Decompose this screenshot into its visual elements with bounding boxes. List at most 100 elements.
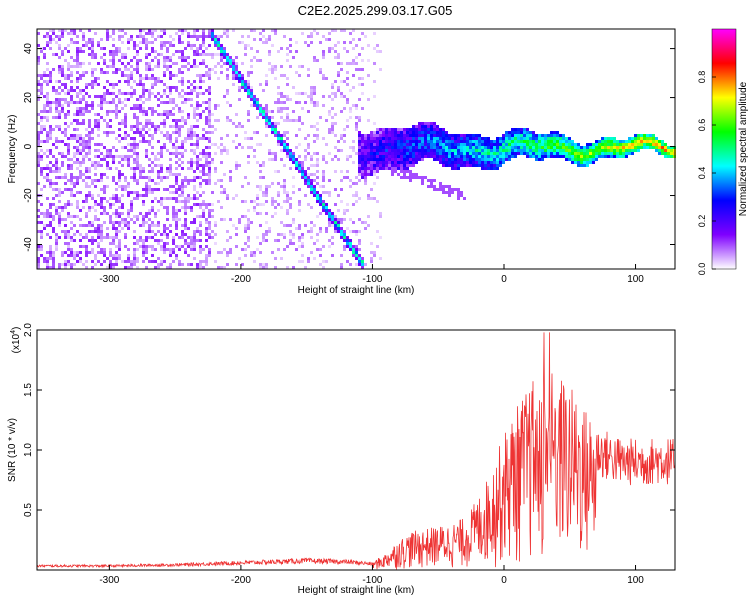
heatmap-cell: [85, 254, 88, 257]
heatmap-cell: [340, 221, 343, 224]
heatmap-cell: [376, 146, 379, 149]
heatmap-cell: [199, 92, 202, 95]
heatmap-cell: [295, 158, 298, 161]
heatmap-cell: [181, 59, 184, 62]
heatmap-cell: [367, 173, 370, 176]
heatmap-cell: [289, 65, 292, 68]
heatmap-cell: [415, 137, 418, 140]
heatmap-cell: [421, 122, 424, 125]
heatmap-cell: [97, 41, 100, 44]
heatmap-cell: [208, 167, 211, 170]
heatmap-cell: [184, 65, 187, 68]
heatmap-cell: [520, 146, 523, 149]
heatmap-cell: [319, 194, 322, 197]
heatmap-cell: [133, 44, 136, 47]
heatmap-cell: [202, 110, 205, 113]
heatmap-cell: [169, 137, 172, 140]
heatmap-cell: [67, 212, 70, 215]
heatmap-cell: [292, 233, 295, 236]
heatmap-cell: [118, 38, 121, 41]
heatmap-cell: [277, 92, 280, 95]
heatmap-cell: [178, 38, 181, 41]
heatmap-cell: [655, 143, 658, 146]
heatmap-cell: [49, 74, 52, 77]
heatmap-cell: [325, 203, 328, 206]
heatmap-cell: [157, 224, 160, 227]
heatmap-cell: [418, 137, 421, 140]
heatmap-cell: [370, 242, 373, 245]
heatmap-cell: [169, 125, 172, 128]
heatmap-cell: [268, 38, 271, 41]
heatmap-cell: [352, 38, 355, 41]
heatmap-cell: [64, 263, 67, 266]
y-tick-label: -20: [23, 188, 34, 203]
heatmap-cell: [133, 248, 136, 251]
heatmap-cell: [280, 137, 283, 140]
heatmap-cell: [76, 200, 79, 203]
heatmap-cell: [76, 149, 79, 152]
heatmap-cell: [61, 104, 64, 107]
heatmap-cell: [229, 56, 232, 59]
heatmap-cell: [55, 170, 58, 173]
heatmap-cell: [460, 161, 463, 164]
heatmap-cell: [157, 140, 160, 143]
heatmap-cell: [385, 146, 388, 149]
heatmap-cell: [205, 47, 208, 50]
heatmap-cell: [493, 164, 496, 167]
heatmap-cell: [607, 152, 610, 155]
heatmap-cell: [355, 182, 358, 185]
heatmap-cell: [370, 137, 373, 140]
heatmap-cell: [259, 185, 262, 188]
heatmap-cell: [190, 209, 193, 212]
heatmap-cell: [214, 170, 217, 173]
heatmap-cell: [70, 263, 73, 266]
heatmap-cell: [346, 125, 349, 128]
heatmap-cell: [247, 71, 250, 74]
heatmap-cell: [265, 191, 268, 194]
heatmap-cell: [94, 167, 97, 170]
heatmap-cell: [217, 146, 220, 149]
heatmap-cell: [124, 137, 127, 140]
heatmap-cell: [508, 149, 511, 152]
heatmap-cell: [442, 158, 445, 161]
heatmap-cell: [565, 143, 568, 146]
heatmap-cell: [466, 164, 469, 167]
heatmap-cell: [361, 77, 364, 80]
heatmap-cell: [349, 110, 352, 113]
heatmap-cell: [85, 248, 88, 251]
heatmap-cell: [265, 200, 268, 203]
heatmap-cell: [586, 149, 589, 152]
heatmap-cell: [409, 131, 412, 134]
heatmap-cell: [118, 206, 121, 209]
heatmap-cell: [205, 257, 208, 260]
heatmap-cell: [205, 206, 208, 209]
heatmap-cell: [193, 29, 196, 32]
heatmap-cell: [517, 143, 520, 146]
heatmap-cell: [127, 83, 130, 86]
heatmap-cell: [88, 53, 91, 56]
heatmap-cell: [184, 218, 187, 221]
heatmap-cell: [370, 251, 373, 254]
heatmap-cell: [76, 71, 79, 74]
heatmap-cell: [88, 47, 91, 50]
heatmap-cell: [127, 224, 130, 227]
heatmap-cell: [133, 215, 136, 218]
heatmap-cell: [583, 146, 586, 149]
heatmap-cell: [55, 116, 58, 119]
heatmap-cell: [229, 59, 232, 62]
heatmap-cell: [217, 62, 220, 65]
heatmap-cell: [97, 236, 100, 239]
heatmap-cell: [127, 98, 130, 101]
heatmap-cell: [361, 260, 364, 263]
heatmap-cell: [73, 32, 76, 35]
heatmap-cell: [505, 131, 508, 134]
heatmap-cell: [235, 245, 238, 248]
heatmap-cell: [424, 137, 427, 140]
heatmap-cell: [133, 251, 136, 254]
heatmap-cell: [547, 155, 550, 158]
heatmap-cell: [601, 137, 604, 140]
heatmap-cell: [352, 86, 355, 89]
heatmap-cell: [448, 158, 451, 161]
heatmap-cell: [475, 164, 478, 167]
heatmap-cell: [274, 257, 277, 260]
